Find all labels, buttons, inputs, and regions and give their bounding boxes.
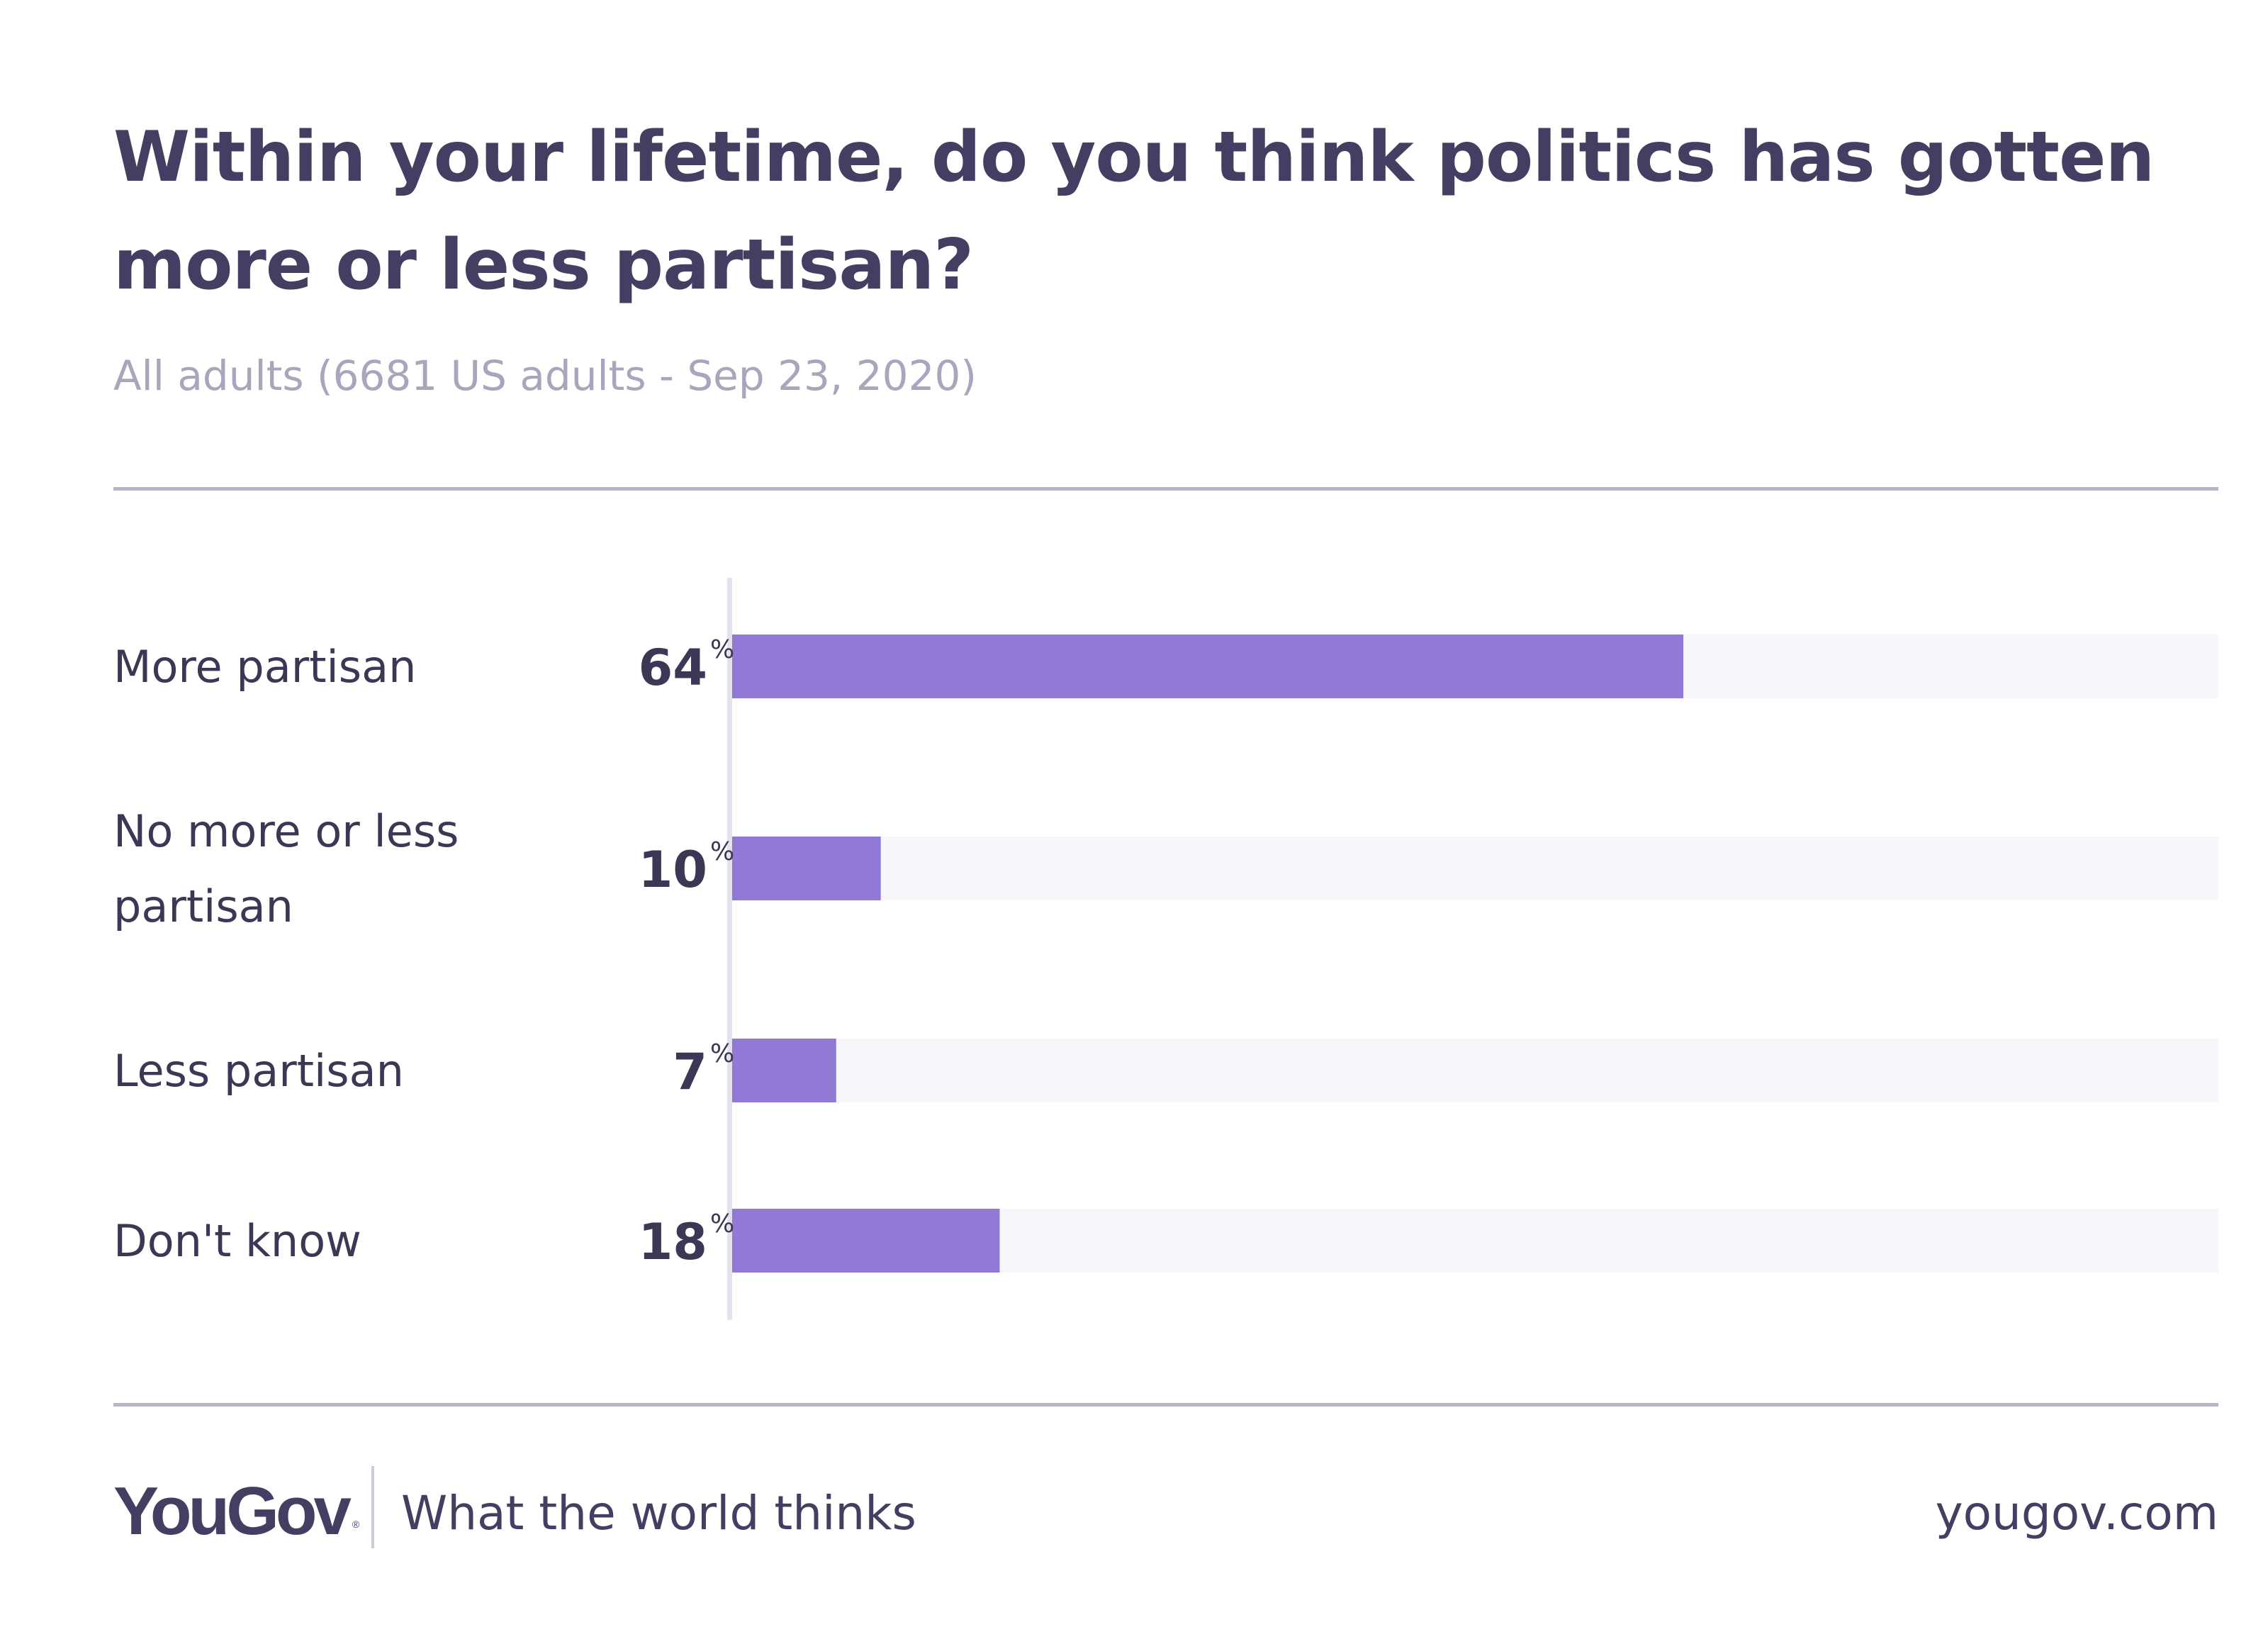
category-label: No more or less partisan bbox=[113, 805, 459, 932]
footer-separator bbox=[371, 1466, 374, 1548]
bars bbox=[732, 634, 1684, 1273]
yougov-logo: YouGov ® bbox=[113, 1469, 359, 1554]
category-label-line: More partisan bbox=[113, 641, 416, 693]
bar bbox=[732, 837, 881, 900]
category-label: Don't know bbox=[113, 1215, 361, 1267]
value-label: 64 bbox=[639, 639, 707, 697]
bar bbox=[732, 1209, 1000, 1273]
chart-title: Within your lifetime, do you think polit… bbox=[113, 117, 2155, 306]
bar-track bbox=[732, 1039, 2218, 1102]
category-label-line: Don't know bbox=[113, 1215, 361, 1267]
bar bbox=[732, 634, 1684, 698]
category-label: More partisan bbox=[113, 641, 416, 693]
footer-tagline: What the world thinks bbox=[401, 1486, 916, 1541]
value-label: 18 bbox=[639, 1213, 707, 1271]
category-label-line: No more or less bbox=[113, 805, 459, 857]
chart-subtitle: All adults (6681 US adults - Sep 23, 202… bbox=[113, 352, 977, 400]
value-label: 10 bbox=[639, 841, 707, 899]
bottom-divider bbox=[113, 1403, 2218, 1407]
value-unit: % bbox=[710, 635, 734, 664]
category-labels: More partisan No more or less partisan Less… bbox=[113, 641, 459, 1267]
axis-line bbox=[727, 578, 732, 1320]
brand-name: YouGov bbox=[113, 1473, 352, 1549]
top-divider bbox=[113, 487, 2218, 491]
value-unit: % bbox=[710, 1039, 734, 1068]
value-label: 7 bbox=[673, 1043, 707, 1101]
value-unit: % bbox=[710, 1209, 734, 1239]
bar-tracks bbox=[732, 634, 2218, 1273]
bar-track bbox=[732, 837, 2218, 900]
category-label-line: Less partisan bbox=[113, 1045, 404, 1097]
value-labels: 64 %10 %7 %18% bbox=[639, 635, 735, 1271]
footer-url[interactable]: yougov.com bbox=[1935, 1486, 2218, 1541]
category-label-line: partisan bbox=[113, 880, 293, 932]
value-unit: % bbox=[710, 837, 734, 866]
bar bbox=[732, 1039, 836, 1102]
category-label: Less partisan bbox=[113, 1045, 404, 1097]
registered-mark-icon: ® bbox=[352, 1519, 360, 1530]
